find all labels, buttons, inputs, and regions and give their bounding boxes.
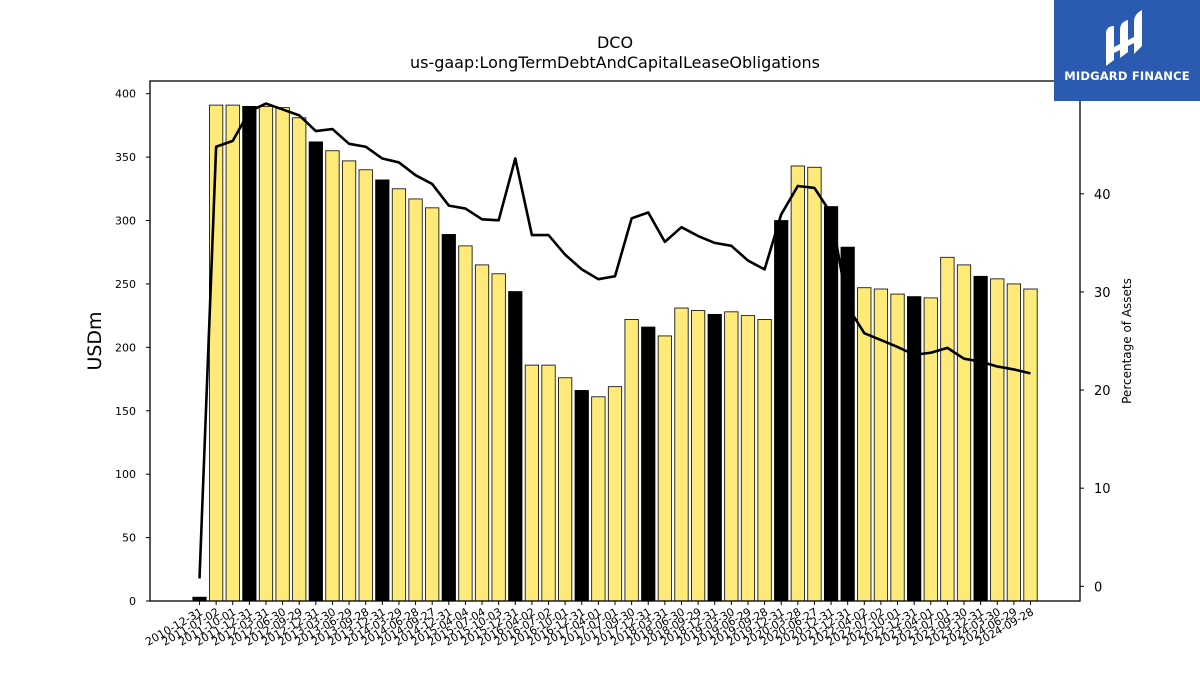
bar-2013-03-30 — [325, 150, 340, 602]
line-group — [198, 102, 1031, 579]
bar-2016-07-02 — [541, 364, 556, 602]
bar-2018-09-29 — [691, 310, 706, 602]
bar-2012-12-31 — [308, 141, 323, 602]
bar-2014-03-29 — [391, 188, 407, 602]
bar-2014-09-27 — [425, 207, 440, 602]
bars-group — [192, 104, 1038, 602]
bar-2013-06-29 — [341, 160, 357, 602]
y2-tick-label: 40 — [1094, 188, 1111, 203]
chart-subtitle: us-gaap:LongTermDebtAndCapitalLeaseOblig… — [410, 53, 820, 72]
percentage-of-assets-line — [198, 102, 1031, 579]
bar-2012-09-29 — [292, 117, 307, 602]
y2-tick-label: 10 — [1094, 482, 1111, 497]
bar-2015-04-04 — [458, 245, 473, 602]
bar-2016-12-31 — [574, 390, 589, 602]
bar-2013-12-31 — [375, 179, 390, 602]
logo-text: MIDGARD FINANCE — [1064, 69, 1190, 83]
midgard-finance-logo: MIDGARD FINANCE — [1054, 0, 1200, 101]
logo-mark-icon — [1106, 10, 1142, 66]
bar-2011-10-01 — [225, 104, 240, 602]
bar-2024-03-30 — [990, 278, 1005, 602]
bar-2017-09-30 — [624, 319, 639, 602]
bar-2023-04-01 — [923, 297, 938, 602]
bar-2022-10-01 — [890, 293, 905, 602]
bar-2015-10-03 — [491, 273, 506, 602]
bar-2020-03-28 — [790, 165, 805, 602]
left-y-ticks: 0 50 100 150 200 250 300 350 400 — [115, 88, 150, 608]
bar-2015-12-31 — [508, 291, 523, 602]
bar-2018-06-30 — [674, 307, 689, 602]
bar-2023-12-31 — [973, 275, 988, 602]
y-tick-label: 0 — [129, 595, 136, 608]
bar-2015-07-04 — [474, 264, 490, 602]
y-tick-label: 50 — [122, 532, 136, 545]
y-tick-label: 300 — [115, 215, 136, 228]
y2-tick-label: 30 — [1094, 286, 1111, 301]
bar-2013-09-28 — [358, 169, 373, 602]
bar-2017-07-01 — [607, 386, 623, 602]
bar-2019-09-28 — [757, 319, 772, 602]
right-y-ticks: 0 10 20 30 40 — [1080, 188, 1111, 595]
y-tick-label: 400 — [115, 88, 136, 101]
y-tick-label: 350 — [115, 151, 136, 164]
y-tick-label: 250 — [115, 278, 136, 291]
y-tick-label: 100 — [115, 468, 136, 481]
bar-2014-12-31 — [441, 234, 456, 602]
bar-2012-03-31 — [258, 105, 274, 602]
y-tick-label: 150 — [115, 405, 136, 418]
bar-2022-07-02 — [873, 288, 889, 602]
bar-2024-09-28 — [1023, 288, 1038, 602]
bar-2019-03-30 — [724, 311, 739, 602]
bar-2020-06-27 — [807, 166, 822, 602]
y-axis-label: USDm — [84, 311, 106, 370]
bar-2019-12-31 — [774, 220, 789, 602]
y2-axis-label: Percentage of Assets — [1120, 278, 1134, 404]
bar-2016-04-02 — [524, 364, 540, 602]
bar-2024-06-29 — [1006, 283, 1021, 602]
bar-2011-12-31 — [242, 105, 257, 602]
bar-2014-06-28 — [408, 198, 423, 602]
bar-2019-06-29 — [740, 315, 756, 602]
y2-tick-label: 0 — [1094, 580, 1102, 595]
bar-2023-09-30 — [956, 264, 972, 602]
bar-2016-10-01 — [558, 377, 573, 602]
chart-title: DCO — [597, 33, 633, 52]
bar-2018-03-31 — [657, 335, 672, 602]
bar-2017-04-01 — [591, 396, 606, 602]
bar-2017-12-31 — [641, 326, 656, 602]
bar-2012-06-30 — [275, 107, 290, 602]
y-tick-label: 200 — [115, 341, 136, 354]
bar-2023-07-01 — [940, 256, 955, 602]
x-ticks: 2010-12-312011-07-022011-10-012011-12-31… — [143, 601, 1036, 649]
bar-2018-12-31 — [707, 313, 722, 602]
bar-2022-12-31 — [907, 296, 922, 602]
y2-tick-label: 20 — [1094, 384, 1111, 399]
bar-2020-12-31 — [823, 206, 839, 602]
